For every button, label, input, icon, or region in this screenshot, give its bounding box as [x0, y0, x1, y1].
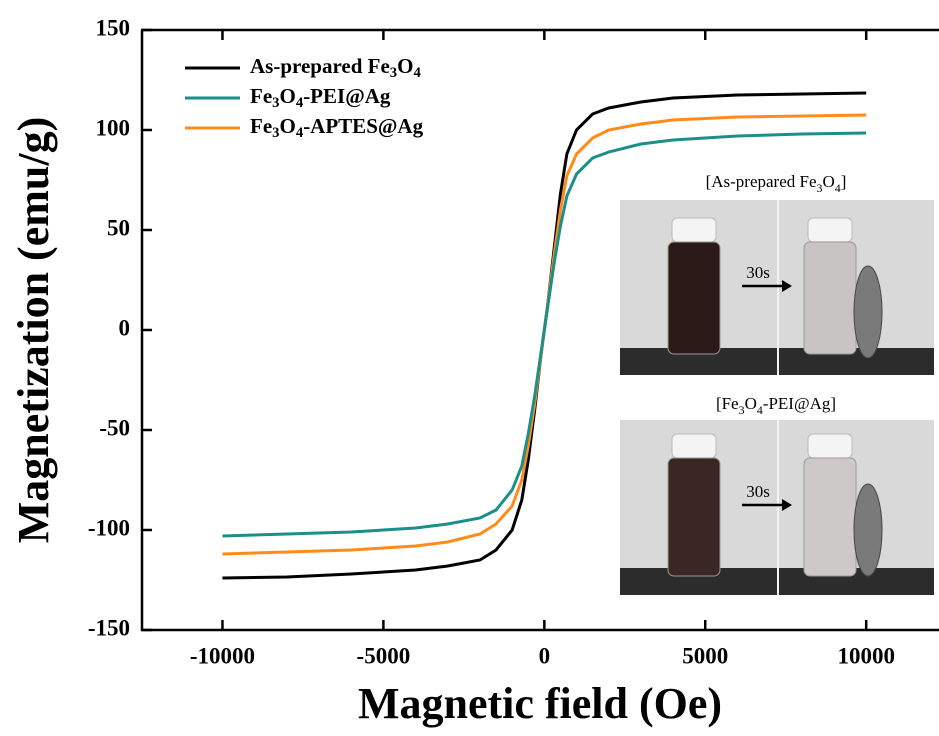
y-axis-title: Magnetization (emu/g): [9, 117, 58, 543]
y-tick-label: -150: [88, 615, 130, 640]
inset-annotation: 30s: [746, 482, 770, 501]
inset-annotation: 30s: [746, 263, 770, 282]
y-tick-label: -100: [88, 515, 130, 540]
inset-photo: [620, 200, 934, 375]
chart: [As-prepared Fe3O4] 30s [Fe3O4-PEI@Ag] 3…: [0, 0, 939, 736]
legend-label: As-prepared Fe3O4: [250, 54, 421, 82]
x-tick-label: -10000: [190, 643, 255, 668]
x-tick-label: 5000: [682, 643, 728, 668]
y-tick-label: 50: [107, 215, 130, 240]
y-tick-label: -50: [99, 415, 130, 440]
inset-label: [Fe3O4-PEI@Ag]: [716, 394, 836, 417]
x-tick-label: 0: [539, 643, 551, 668]
inset-label: [As-prepared Fe3O4]: [706, 172, 847, 195]
y-tick-label: 0: [119, 315, 131, 340]
x-tick-label: -5000: [357, 643, 411, 668]
y-tick-label: 150: [96, 15, 131, 40]
x-tick-label: 10000: [837, 643, 895, 668]
inset-photo: [620, 420, 934, 595]
legend-label: Fe3O4-APTES@Ag: [250, 114, 424, 142]
x-axis-title: Magnetic field (Oe): [358, 679, 722, 728]
y-tick-label: 100: [96, 115, 131, 140]
legend-label: Fe3O4-PEI@Ag: [250, 84, 391, 112]
